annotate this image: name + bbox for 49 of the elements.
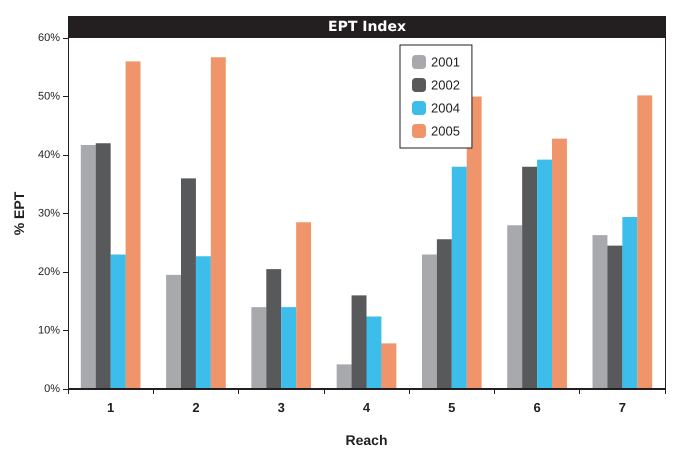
y-tick-label: 20%	[38, 266, 60, 278]
y-tick-label: 10%	[38, 324, 60, 336]
legend-label: 2001	[431, 54, 460, 70]
x-tick-label: 6	[533, 400, 541, 415]
bar	[366, 316, 382, 389]
y-axis-title: % EPT	[11, 191, 27, 236]
bar	[251, 307, 266, 389]
bar	[522, 166, 538, 389]
bar	[352, 295, 366, 389]
bar	[466, 96, 482, 389]
bar	[296, 222, 312, 389]
bar	[381, 343, 396, 389]
bar	[80, 145, 96, 389]
bar	[622, 217, 638, 389]
y-tick-label: 60%	[38, 32, 60, 44]
x-tick-label: 5	[448, 400, 456, 415]
bar	[452, 166, 467, 389]
y-tick-label: 30%	[38, 208, 60, 220]
y-tick-label: 40%	[38, 149, 60, 161]
y-tick-label: 0%	[44, 383, 60, 395]
bar	[96, 143, 111, 389]
x-axis-title: Reach	[345, 432, 388, 448]
bar	[266, 269, 282, 389]
chart-title: EPT Index	[68, 16, 666, 38]
bar	[126, 61, 140, 389]
legend-label: 2004	[431, 100, 460, 116]
y-tick-label: 50%	[38, 90, 60, 102]
bar	[196, 256, 211, 389]
x-tick-label: 4	[362, 400, 371, 415]
bar	[507, 225, 522, 389]
bar	[592, 235, 608, 389]
legend-label: 2005	[431, 124, 460, 138]
x-tick-label: 2	[192, 400, 200, 415]
bar	[552, 138, 567, 389]
x-tick-label: 7	[618, 400, 626, 415]
x-tick-label: 1	[107, 400, 114, 415]
bar	[607, 246, 622, 389]
legend-label: 2002	[431, 78, 460, 92]
bar	[210, 57, 226, 389]
bar	[537, 160, 552, 389]
bar	[637, 95, 652, 389]
bar	[166, 274, 182, 389]
bar	[110, 254, 126, 389]
bar	[336, 364, 352, 389]
bar	[436, 239, 452, 389]
x-tick-label: 3	[278, 400, 285, 415]
bar	[422, 254, 437, 389]
bar	[181, 178, 196, 389]
bar	[281, 307, 296, 389]
